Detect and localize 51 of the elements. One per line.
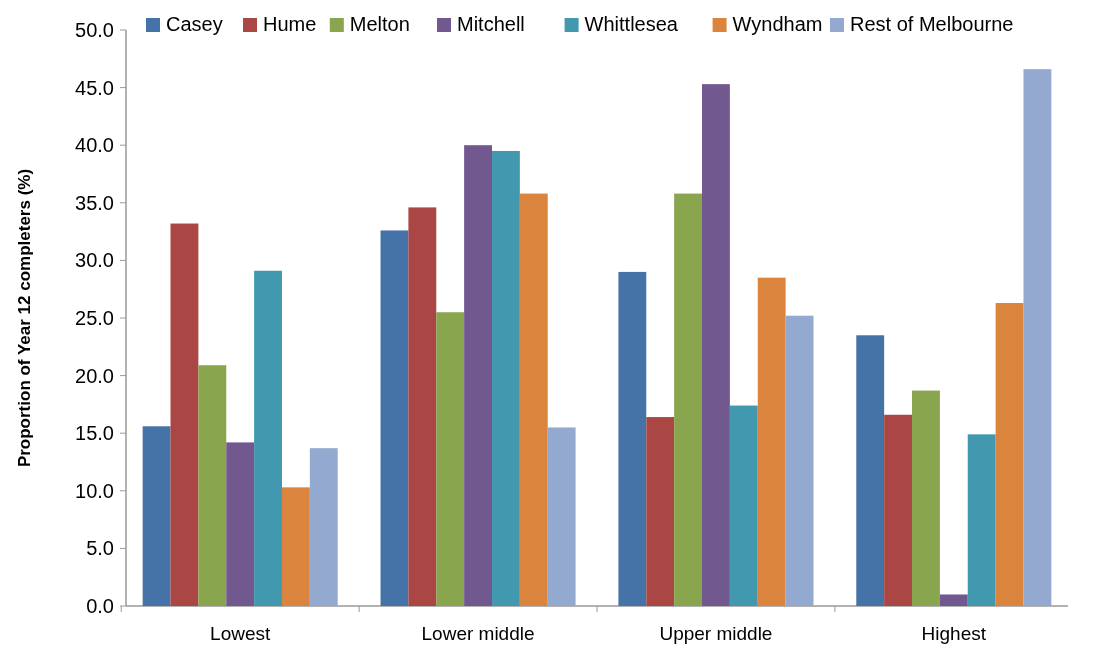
bar — [281, 487, 310, 606]
y-tick-label: 30.0 — [75, 249, 114, 272]
legend-label: Casey — [166, 13, 223, 35]
bar — [380, 230, 409, 606]
legend-label: Hume — [263, 13, 317, 35]
bar — [967, 434, 996, 606]
bar — [436, 312, 465, 606]
bar — [491, 150, 520, 606]
bar — [170, 223, 199, 606]
bar — [757, 277, 786, 606]
bar — [702, 84, 730, 606]
legend-label: Rest of Melbourne — [850, 13, 1014, 35]
bar — [912, 390, 940, 606]
legend-label: Whittlesea — [584, 13, 679, 35]
bar — [198, 365, 227, 606]
y-tick-label: 25.0 — [75, 307, 114, 329]
legend-label: Melton — [349, 13, 410, 35]
bar — [309, 448, 338, 606]
bar — [142, 426, 171, 606]
y-tick-label: 10.0 — [75, 479, 114, 502]
y-tick-label: 35.0 — [75, 191, 114, 214]
bar — [547, 427, 576, 606]
bar — [618, 271, 647, 606]
y-tick-label: 20.0 — [75, 364, 114, 387]
bar — [226, 442, 255, 606]
y-tick-label: 40.0 — [75, 134, 114, 157]
bar — [1023, 69, 1052, 606]
bar — [939, 594, 968, 606]
y-tick-label: 50.0 — [75, 19, 114, 41]
x-tick-label: Highest — [921, 623, 987, 644]
bar — [408, 207, 437, 606]
bar — [646, 417, 675, 606]
bar — [674, 193, 703, 606]
y-tick-label: 5.0 — [86, 537, 114, 560]
bar — [856, 335, 885, 606]
bar — [254, 270, 282, 606]
legend-label: Mitchell — [457, 13, 525, 35]
bar — [884, 414, 913, 606]
legend-label: Wyndham — [732, 13, 823, 35]
bar — [729, 405, 758, 606]
bar — [464, 145, 492, 606]
bar — [519, 193, 548, 606]
y-tick-label: 45.0 — [75, 76, 114, 99]
bar — [785, 315, 814, 606]
y-tick-label: 15.0 — [75, 422, 114, 445]
y-tick-label: 0.0 — [86, 595, 114, 617]
y-axis-title: Proportion of Year 12 completers (%) — [15, 168, 34, 468]
bar — [995, 303, 1024, 606]
x-tick-label: Lower middle — [421, 623, 535, 644]
x-tick-label: Lowest — [210, 623, 271, 644]
x-tick-label: Upper middle — [659, 623, 773, 644]
